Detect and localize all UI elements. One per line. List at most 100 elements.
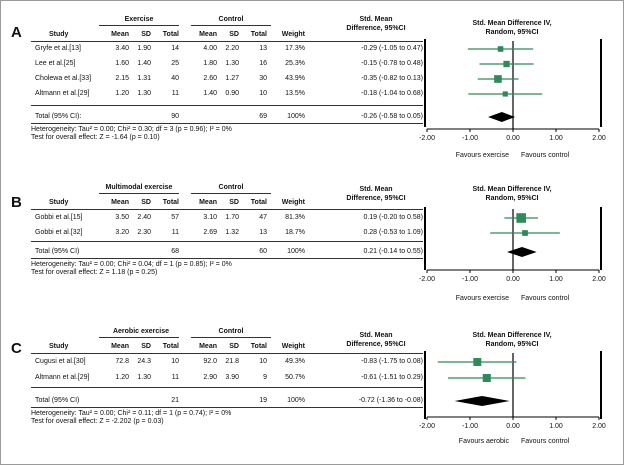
pooled-effect-diamond bbox=[454, 396, 510, 406]
group-header-rule bbox=[99, 193, 179, 194]
total-effect-ci: 0.21 (-0.14 to 0.55) bbox=[363, 248, 423, 255]
total-weight: 100% bbox=[287, 113, 305, 120]
x-tick-label: -1.00 bbox=[462, 135, 478, 142]
cell-sd-1: 24.3 bbox=[137, 358, 151, 365]
pooled-effect-diamond bbox=[506, 247, 537, 257]
cell-weight: 17.3% bbox=[285, 45, 305, 52]
total-n-2: 69 bbox=[259, 113, 267, 120]
cell-mean-1: 1.20 bbox=[115, 90, 129, 97]
cell-total-1: 40 bbox=[171, 75, 179, 82]
control-header-rule bbox=[191, 193, 271, 194]
cell-effect-ci: -0.18 (-1.04 to 0.68) bbox=[361, 90, 423, 97]
cell-mean-1: 3.40 bbox=[115, 45, 129, 52]
effect-header-line1: Std. Mean bbox=[359, 186, 393, 193]
forest-plot-area bbox=[424, 351, 602, 420]
x-tick-label: 2.00 bbox=[592, 276, 606, 283]
table-body-rule bbox=[31, 387, 423, 388]
group-header-rule bbox=[99, 337, 179, 338]
panel-label: C bbox=[11, 340, 22, 357]
table-header-rule bbox=[31, 41, 423, 42]
col-total-2: Total bbox=[250, 343, 267, 350]
study-name: Altmann et al.[29] bbox=[35, 90, 90, 97]
overall-effect-text: Test for overall effect: Z = -2.202 (p =… bbox=[31, 418, 164, 425]
cell-weight: 49.3% bbox=[285, 358, 305, 365]
col-mean-2: Mean bbox=[199, 31, 217, 38]
group-header-rule bbox=[99, 25, 179, 26]
cell-total-1: 10 bbox=[171, 358, 179, 365]
favours-right-label: Favours control bbox=[521, 152, 570, 159]
cell-sd-2: 0.90 bbox=[225, 90, 239, 97]
study-effect-marker bbox=[502, 91, 508, 97]
col-study: Study bbox=[49, 343, 69, 350]
table-bottom-rule bbox=[31, 123, 423, 124]
col-mean-2: Mean bbox=[199, 199, 217, 206]
control-header-rule bbox=[191, 337, 271, 338]
col-weight: Weight bbox=[281, 199, 305, 206]
cell-effect-ci: -0.83 (-1.75 to 0.08) bbox=[361, 358, 423, 365]
col-sd-2: SD bbox=[229, 199, 239, 206]
control-header: Control bbox=[218, 184, 244, 191]
cell-total-2: 10 bbox=[259, 90, 267, 97]
cell-effect-ci: -0.29 (-1.05 to 0.47) bbox=[361, 45, 423, 52]
x-tick-label: 2.00 bbox=[592, 423, 606, 430]
cell-weight: 43.9% bbox=[285, 75, 305, 82]
plot-header-line1: Std. Mean Difference IV, bbox=[472, 332, 552, 339]
cell-sd-1: 2.30 bbox=[137, 229, 151, 236]
col-sd-1: SD bbox=[141, 343, 151, 350]
x-tick-label: -2.00 bbox=[419, 276, 435, 283]
study-name: Cugusi et al.[30] bbox=[35, 358, 86, 365]
cell-total-2: 16 bbox=[259, 60, 267, 67]
study-name: Gryfe et al.[13] bbox=[35, 45, 81, 52]
total-weight: 100% bbox=[287, 248, 305, 255]
study-effect-marker bbox=[494, 75, 502, 83]
cell-effect-ci: -0.15 (-0.78 to 0.48) bbox=[361, 60, 423, 67]
col-mean-1: Mean bbox=[111, 31, 129, 38]
cell-total-1: 14 bbox=[171, 45, 179, 52]
cell-total-2: 13 bbox=[259, 45, 267, 52]
effect-header-line2: Difference, 95%CI bbox=[346, 341, 406, 348]
plot-header-line2: Random, 95%CI bbox=[485, 195, 539, 202]
col-total-1: Total bbox=[162, 31, 179, 38]
cell-total-1: 57 bbox=[171, 214, 179, 221]
col-weight: Weight bbox=[281, 343, 305, 350]
study-effect-marker bbox=[522, 230, 528, 236]
cell-sd-2: 1.70 bbox=[225, 214, 239, 221]
table-bottom-rule bbox=[31, 407, 423, 408]
x-tick-label: 1.00 bbox=[549, 276, 563, 283]
plot-header-line1: Std. Mean Difference IV, bbox=[472, 20, 552, 27]
x-tick-label: 0.00 bbox=[506, 276, 520, 283]
cell-sd-2: 2.20 bbox=[225, 45, 239, 52]
group-header: Multimodal exercise bbox=[105, 184, 173, 191]
effect-header-line2: Difference, 95%CI bbox=[346, 195, 406, 202]
cell-weight: 13.5% bbox=[285, 90, 305, 97]
cell-sd-2: 1.27 bbox=[225, 75, 239, 82]
cell-total-2: 13 bbox=[259, 229, 267, 236]
cell-total-1: 25 bbox=[171, 60, 179, 67]
cell-total-2: 47 bbox=[259, 214, 267, 221]
study-name: Altmann et al.[29] bbox=[35, 374, 90, 381]
plot-header-line1: Std. Mean Difference IV, bbox=[472, 186, 552, 193]
x-tick-label: 0.00 bbox=[506, 135, 520, 142]
cell-sd-1: 1.31 bbox=[137, 75, 151, 82]
group-header: Aerobic exercise bbox=[112, 328, 170, 335]
study-effect-marker bbox=[473, 358, 482, 366]
panel-b: B Multimodal exercise Control Std. Mean … bbox=[1, 177, 623, 317]
forest-plot-area bbox=[424, 207, 602, 273]
cell-total-1: 11 bbox=[171, 90, 179, 97]
cell-sd-2: 3.90 bbox=[225, 374, 239, 381]
overall-effect-text: Test for overall effect: Z = 1.18 (p = 0… bbox=[31, 269, 158, 276]
cell-total-1: 11 bbox=[171, 374, 179, 381]
panel-label: A bbox=[11, 24, 22, 41]
study-effect-marker bbox=[482, 373, 491, 383]
study-effect-marker bbox=[503, 60, 510, 68]
favours-right-label: Favours control bbox=[521, 295, 570, 302]
col-total-2: Total bbox=[250, 199, 267, 206]
study-effect-marker bbox=[497, 46, 504, 52]
plot-header-line2: Random, 95%CI bbox=[485, 341, 539, 348]
col-sd-2: SD bbox=[229, 31, 239, 38]
x-tick-label: -1.00 bbox=[462, 423, 478, 430]
x-tick-label: -2.00 bbox=[419, 135, 435, 142]
col-total-1: Total bbox=[162, 199, 179, 206]
study-name: Cholewa et al.[33] bbox=[35, 75, 92, 82]
